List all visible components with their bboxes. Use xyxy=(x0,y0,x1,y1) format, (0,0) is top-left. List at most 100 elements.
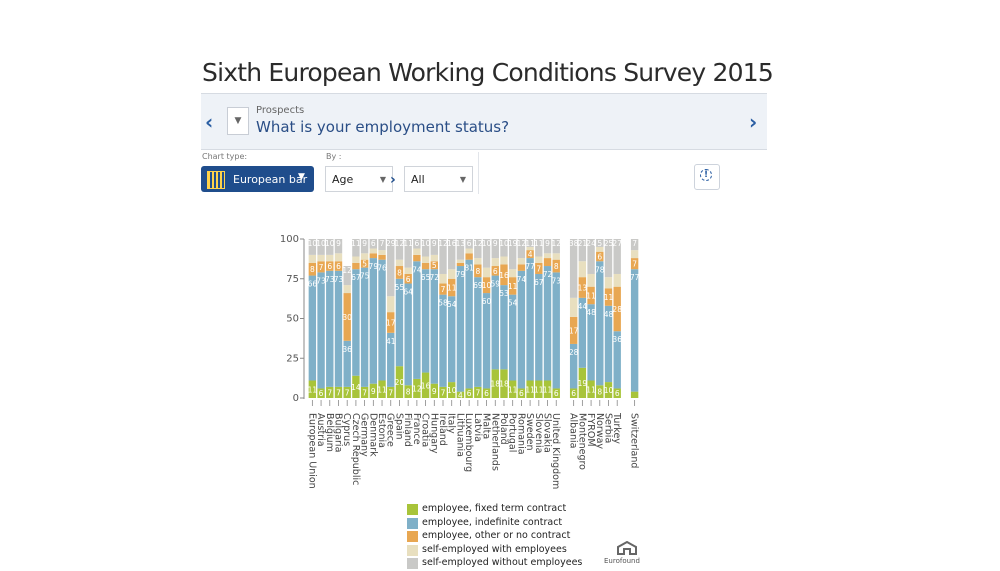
bar-segment xyxy=(535,273,543,381)
data-label: 21 xyxy=(578,239,588,248)
x-tick-label: FYROM xyxy=(585,413,596,447)
data-label: 19 xyxy=(578,379,588,388)
bar-segment xyxy=(387,386,395,398)
legend-label: self-employed without employees xyxy=(422,557,583,568)
filter-select[interactable]: All ▼ xyxy=(404,166,473,192)
data-label: 6 xyxy=(467,239,472,248)
bar-segment xyxy=(326,254,334,262)
data-label: 10 xyxy=(604,386,614,395)
data-label: 65 xyxy=(421,273,431,282)
bar-segment xyxy=(604,239,613,278)
x-tick-label: Slovakia xyxy=(542,413,553,453)
bar-segment xyxy=(395,259,404,267)
page-title: Sixth European Working Conditions Survey… xyxy=(202,58,774,87)
data-label: 27 xyxy=(612,239,622,248)
bar-segment xyxy=(369,258,378,384)
bar-segment xyxy=(360,253,369,260)
question-dropdown-chevron-icon[interactable]: ▼ xyxy=(227,107,249,135)
bar-segment xyxy=(613,286,621,332)
legend-label: employee, fixed term contract xyxy=(422,503,567,514)
data-label: 20 xyxy=(395,378,405,387)
bar-segment xyxy=(596,239,604,247)
bar-segment xyxy=(387,332,395,387)
data-label: 11 xyxy=(534,385,544,394)
data-label: 9 xyxy=(432,387,437,396)
bar-segment xyxy=(578,261,587,278)
data-label: 74 xyxy=(517,275,527,284)
next-question-arrow-icon[interactable]: › xyxy=(749,110,758,134)
bar-segment xyxy=(526,258,534,381)
legend-swatch xyxy=(407,558,418,569)
data-label: 11 xyxy=(508,385,518,394)
legend-label: self-employed with employees xyxy=(422,543,567,555)
bar-segment xyxy=(500,256,508,265)
y-tick-label: 25 xyxy=(286,353,299,364)
data-label: 10 xyxy=(482,239,492,248)
bar-segment xyxy=(352,262,360,270)
data-label: 36 xyxy=(612,335,622,344)
data-label: 10 xyxy=(499,239,509,248)
bar-segment xyxy=(587,239,595,274)
previous-question-arrow-icon[interactable]: ‹ xyxy=(205,110,214,134)
data-label: 67 xyxy=(534,278,544,287)
x-tick-label: Ireland xyxy=(437,413,448,446)
bar-segment xyxy=(326,261,334,271)
bar-segment xyxy=(491,239,499,259)
bar-segment xyxy=(404,267,412,274)
eurofound-logo: Eurofound xyxy=(602,541,646,567)
chart-type-dropdown[interactable]: European bar ▼ xyxy=(201,166,314,192)
data-label: 10 xyxy=(482,281,492,290)
bar-segment xyxy=(474,386,482,398)
data-label: 8 xyxy=(597,388,602,397)
data-label: 12 xyxy=(395,239,405,248)
x-tick-label: Slovenia xyxy=(533,413,544,453)
x-tick-label: Romania xyxy=(515,413,526,455)
bar-segment xyxy=(317,388,325,398)
bar-segment xyxy=(439,273,447,284)
data-label: 6 xyxy=(467,389,472,398)
bar-segment xyxy=(308,262,317,276)
data-label: 10 xyxy=(447,386,457,395)
data-label: 5 xyxy=(362,260,367,269)
data-label: 6 xyxy=(336,262,341,271)
data-label: 10 xyxy=(316,239,326,248)
bar-segment xyxy=(517,270,526,389)
info-icon: ! xyxy=(700,169,712,181)
bar-segment xyxy=(474,239,482,259)
data-label: 7 xyxy=(319,263,324,272)
data-label: 66 xyxy=(308,280,318,289)
bar-segment xyxy=(413,254,421,262)
bar-segment xyxy=(387,296,395,313)
y-tick-label: 0 xyxy=(293,393,299,404)
bar-segment xyxy=(413,378,421,398)
bar-segment xyxy=(326,386,334,398)
bar-segment xyxy=(404,239,412,268)
bar-segment xyxy=(352,269,360,376)
bar-segment xyxy=(430,239,438,255)
info-button[interactable]: ! xyxy=(694,164,720,190)
data-label: 48 xyxy=(604,310,614,319)
bar-segment xyxy=(395,278,404,367)
bar-segment xyxy=(482,277,491,294)
bar-segment xyxy=(439,239,447,274)
bar-segment xyxy=(395,239,404,260)
data-label: 6 xyxy=(571,389,576,398)
bar-segment xyxy=(596,385,604,398)
bar-segment xyxy=(526,239,534,247)
bar-segment xyxy=(456,262,465,267)
bar-segment xyxy=(404,385,412,398)
bar-segment xyxy=(578,367,587,398)
by-select[interactable]: Age ▼ xyxy=(325,166,393,192)
bar-segment xyxy=(517,264,526,271)
eurofound-logo-text: Eurofound xyxy=(604,557,640,565)
legend-swatch xyxy=(407,544,418,556)
y-tick-label: 100 xyxy=(280,234,299,245)
bar-segment xyxy=(308,254,317,263)
bar-segment xyxy=(596,246,604,252)
x-tick-label: Denmark xyxy=(367,413,378,457)
x-tick-label: Malta xyxy=(481,413,492,439)
bar-segment xyxy=(613,331,621,389)
bar-segment xyxy=(465,259,473,389)
chart-type-label: Chart type: xyxy=(202,152,248,161)
bar-segment xyxy=(535,239,543,257)
